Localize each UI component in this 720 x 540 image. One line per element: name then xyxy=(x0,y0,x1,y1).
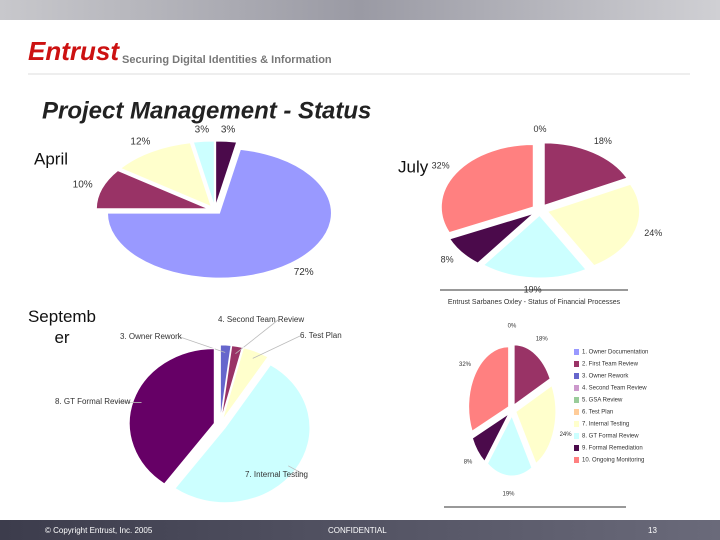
slice-label: 19% xyxy=(524,285,542,295)
slice-label: 12% xyxy=(130,136,150,147)
pie-slice xyxy=(515,380,552,408)
slice-label: 24% xyxy=(644,228,662,238)
pie-slice xyxy=(448,212,535,264)
chart-title: April xyxy=(34,149,68,168)
leader-line xyxy=(252,335,301,359)
pie-slice xyxy=(215,140,238,207)
pie-slice xyxy=(95,169,209,210)
slice-category: 4. Second Team Review xyxy=(218,315,304,324)
logo: Entrust xyxy=(28,36,120,66)
legend-swatch xyxy=(574,445,579,451)
pie-slice xyxy=(486,414,533,477)
slide-title: Project Management - Status xyxy=(42,97,371,124)
legend-swatch xyxy=(574,361,579,367)
footer-band xyxy=(0,520,720,540)
header-band xyxy=(0,0,720,20)
pie-slice xyxy=(221,347,269,421)
legend-label: 6. Test Plan xyxy=(582,410,613,416)
legend-label: 1. Owner Documentation xyxy=(582,350,648,356)
legend-swatch xyxy=(574,349,579,355)
legend-swatch xyxy=(574,409,579,415)
slice-category: 3. Owner Rework xyxy=(120,332,183,341)
slice-label: 19% xyxy=(503,491,516,497)
slice-label: 10% xyxy=(73,180,93,191)
chart-title: September xyxy=(27,307,97,347)
legend-label: 5. GSA Review xyxy=(582,398,623,404)
leader-line xyxy=(288,465,306,476)
legend-label: 7. Internal Testing xyxy=(582,422,629,428)
leader-line xyxy=(235,319,279,354)
pie-slice xyxy=(515,384,557,465)
pie-slice xyxy=(106,148,332,279)
slice-label: 0% xyxy=(508,324,517,330)
pie-slice xyxy=(482,214,587,279)
leader-line xyxy=(179,336,226,353)
legend-label: 4. Second Team Review xyxy=(582,386,647,392)
legend-swatch xyxy=(574,457,579,463)
legend-label: 9. Formal Remediation xyxy=(582,446,643,452)
slice-label: 8% xyxy=(441,254,454,264)
pie-slice xyxy=(128,348,215,485)
legend-swatch xyxy=(574,433,579,439)
slice-label: 0% xyxy=(533,124,546,134)
slice-label: 3% xyxy=(195,124,210,135)
pie-slice xyxy=(220,345,243,420)
leader-line xyxy=(114,401,142,403)
legend-swatch xyxy=(574,397,579,403)
slice-category: 7. Internal Testing xyxy=(245,470,308,479)
chart-title: July xyxy=(398,157,429,176)
slice-label: 18% xyxy=(536,336,549,342)
chart-subtitle: Entrust Sarbanes Oxley - Status of Finan… xyxy=(448,299,621,306)
slice-label: 32% xyxy=(459,362,472,368)
slice-label: 18% xyxy=(594,136,612,146)
chart-title-box: September xyxy=(27,307,97,347)
pie-slice xyxy=(543,142,628,207)
legend-label: 10. Ongoing Monitoring xyxy=(582,458,644,464)
pie-slice xyxy=(119,142,213,208)
page-number: 13 xyxy=(648,526,657,535)
slice-category: 6. Test Plan xyxy=(300,331,342,340)
slice-category: 8. GT Formal Review xyxy=(55,397,131,406)
slice-label: 24% xyxy=(560,432,573,438)
pie-slice xyxy=(468,346,510,432)
slice-label: 3% xyxy=(221,124,236,135)
legend-swatch xyxy=(574,373,579,379)
legend-label: 3. Owner Rework xyxy=(582,374,629,380)
confidential: CONFIDENTIAL xyxy=(328,526,387,535)
copyright: © Copyright Entrust, Inc. 2005 xyxy=(45,526,153,535)
legend-swatch xyxy=(574,385,579,391)
legend-label: 2. First Team Review xyxy=(582,362,639,368)
slice-label: 8% xyxy=(464,460,473,466)
legend-swatch xyxy=(574,421,579,427)
pie-slice xyxy=(546,183,641,267)
legend-label: 8. GT Formal Review xyxy=(582,434,639,440)
slice-label: 72% xyxy=(294,267,314,278)
pie-slice xyxy=(513,344,551,406)
pie-slice xyxy=(440,143,534,234)
pie-slice xyxy=(192,140,215,207)
pie-slice xyxy=(471,412,511,463)
pie-slice xyxy=(219,344,232,420)
tagline: Securing Digital Identities & Informatio… xyxy=(122,54,332,66)
slice-label: 32% xyxy=(432,161,450,171)
